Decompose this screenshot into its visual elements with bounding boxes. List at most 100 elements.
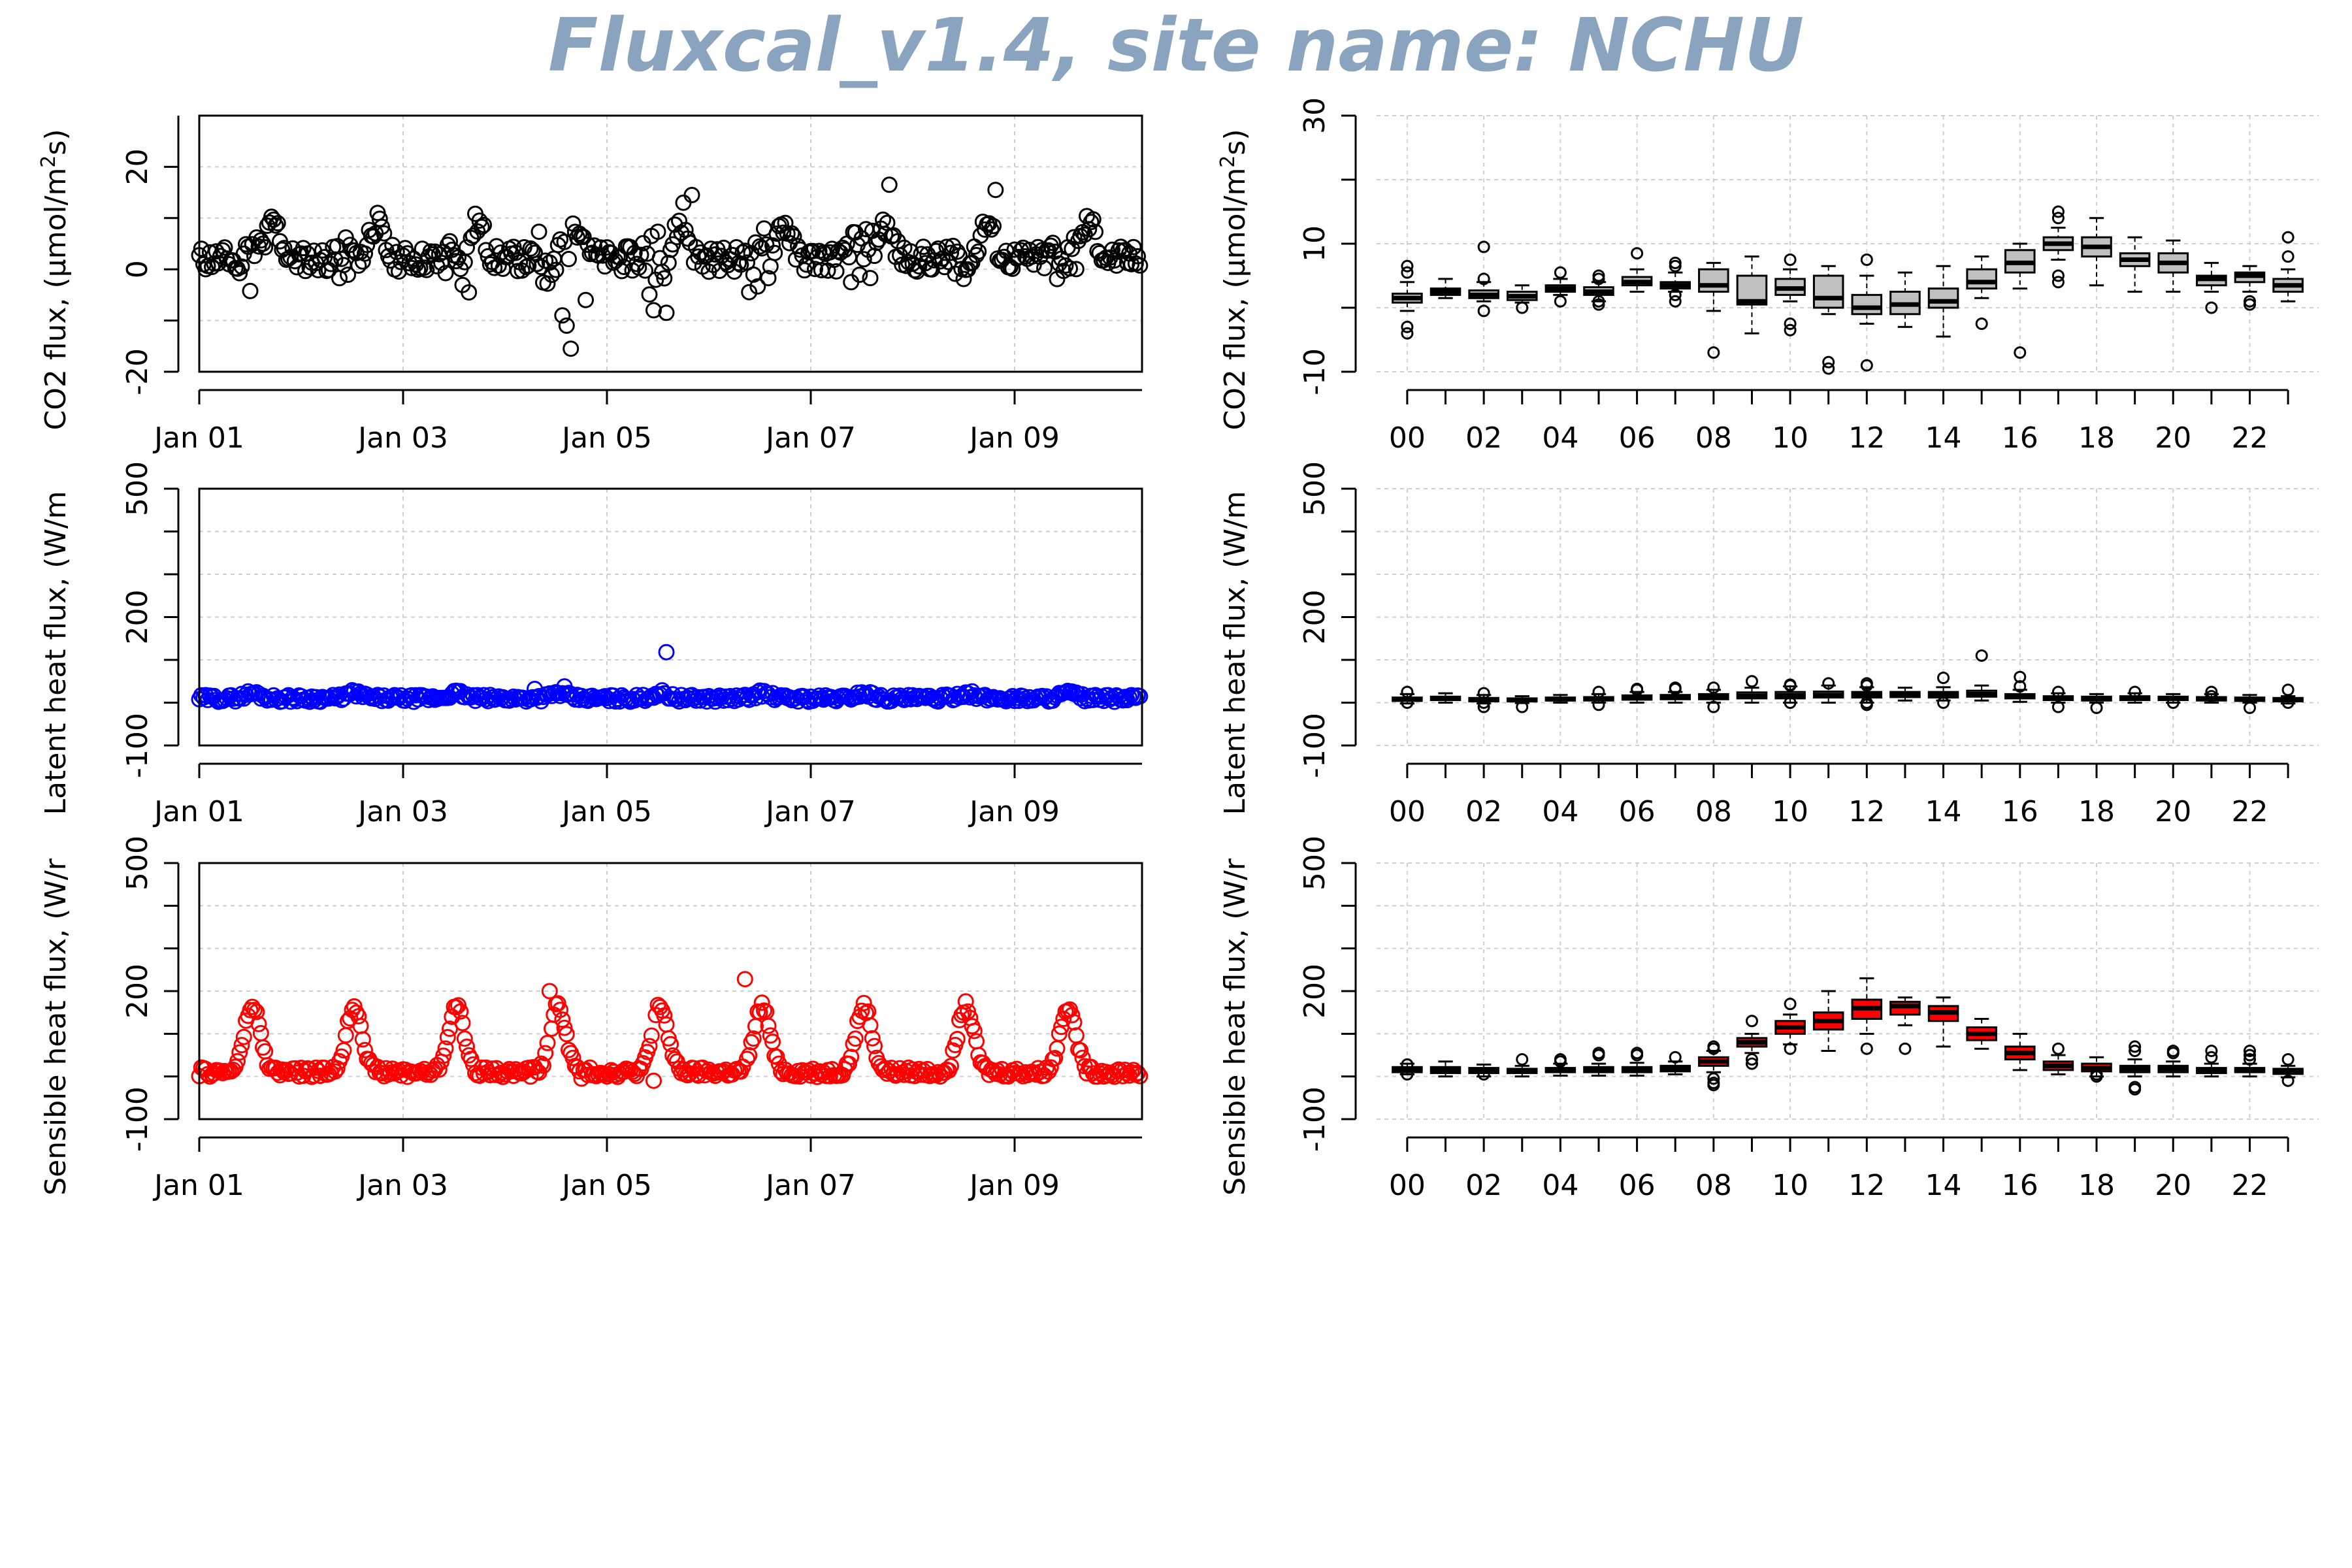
data-point <box>323 255 339 272</box>
x-tick-label: Jan 07 <box>764 1169 856 1202</box>
y-tick-label: 200 <box>121 964 154 1019</box>
data-point <box>422 243 439 260</box>
data-point <box>549 995 566 1012</box>
data-point <box>736 687 753 704</box>
x-tick-label: Jan 09 <box>968 421 1060 455</box>
outlier <box>1477 1068 1490 1081</box>
outlier <box>1745 1015 1758 1028</box>
outlier <box>2205 301 2218 314</box>
data-point <box>739 1051 755 1068</box>
x-tick-label: 04 <box>1542 795 1578 828</box>
data-point <box>1042 1059 1059 1076</box>
outlier <box>1592 269 1605 282</box>
data-point <box>461 284 478 301</box>
data-point <box>1130 248 1146 265</box>
outlier <box>2014 680 2027 693</box>
y-axis-label: Latent heat flux, (W/m <box>39 491 73 815</box>
data-point <box>437 1040 454 1057</box>
data-point <box>350 1008 367 1024</box>
outlier <box>2051 212 2065 225</box>
y-axis-label: Sensible heat flux, (W/r <box>39 858 73 1196</box>
data-point <box>1057 257 1074 274</box>
x-tick-label: 16 <box>2002 1169 2038 1202</box>
outlier <box>2014 670 2027 683</box>
data-point <box>473 218 490 235</box>
outlier <box>1745 1053 1758 1066</box>
y-axis-label: Latent heat flux, (W/m <box>1218 491 1252 815</box>
data-point <box>537 1045 554 1062</box>
data-point <box>539 275 556 292</box>
outlier <box>2243 1053 2256 1066</box>
x-tick-label: 08 <box>1695 795 1732 828</box>
outlier <box>1975 649 1988 662</box>
outlier <box>1707 1072 1720 1085</box>
y-tick-label: -100 <box>121 713 154 778</box>
data-point <box>662 1036 679 1053</box>
data-point <box>1068 261 1085 278</box>
outlier <box>2129 1081 2142 1094</box>
data-point <box>410 261 427 278</box>
data-point <box>843 274 860 291</box>
y-tick-label: 500 <box>121 836 154 890</box>
data-point <box>448 999 465 1016</box>
outlier <box>1516 301 1529 314</box>
outlier <box>1477 304 1490 318</box>
data-point <box>983 221 1000 238</box>
data-point <box>578 291 594 308</box>
outlier <box>1784 696 1797 709</box>
x-tick-label: 04 <box>1542 421 1578 455</box>
data-point <box>968 247 985 263</box>
data-point <box>881 176 898 193</box>
outlier <box>2243 701 2256 714</box>
outlier <box>1860 698 1873 711</box>
x-tick-label: 16 <box>2002 421 2038 455</box>
outlier <box>1401 327 1414 340</box>
x-tick-label: 20 <box>2155 421 2191 455</box>
data-point <box>862 270 879 287</box>
data-point <box>675 194 692 211</box>
outlier <box>1477 272 1490 286</box>
x-tick-label: Jan 09 <box>968 795 1060 828</box>
x-tick-label: 08 <box>1695 1169 1732 1202</box>
data-point <box>352 1017 369 1034</box>
x-tick-label: 06 <box>1619 421 1656 455</box>
outlier <box>2166 1047 2180 1060</box>
data-point <box>520 257 537 274</box>
data-point <box>1104 241 1120 258</box>
x-tick-label: 22 <box>2231 1169 2268 1202</box>
x-tick-label: Jan 01 <box>152 795 244 828</box>
plot-frame <box>198 487 1143 747</box>
x-tick-label: 06 <box>1619 795 1656 828</box>
data-point <box>758 236 775 253</box>
data-point <box>1132 1068 1149 1085</box>
data-point <box>554 1011 571 1028</box>
data-point <box>985 218 1002 235</box>
data-point <box>1085 211 1102 228</box>
data-point <box>898 1062 915 1079</box>
data-point <box>452 1003 469 1020</box>
data-point <box>828 263 845 280</box>
data-point <box>658 1016 675 1033</box>
data-point <box>233 1037 250 1054</box>
data-point <box>218 690 235 707</box>
data-point <box>855 994 872 1011</box>
outlier <box>1477 700 1490 713</box>
data-point <box>641 1037 658 1054</box>
outlier <box>1669 681 1682 694</box>
data-point <box>730 255 747 272</box>
y-axis-label-main: Sensible heat flux, (W/r <box>1218 858 1252 1196</box>
data-point <box>547 261 564 278</box>
outlier <box>2051 269 2065 282</box>
data-point <box>875 211 891 228</box>
outlier <box>1784 998 1797 1011</box>
y-axis-label: CO2 flux, (μmol/m2s) <box>1217 129 1252 431</box>
data-point <box>235 1028 252 1045</box>
data-point <box>1083 214 1100 231</box>
outlier <box>1860 679 1873 692</box>
data-point <box>359 686 376 703</box>
data-point <box>233 258 250 275</box>
data-point <box>267 217 284 234</box>
data-point <box>250 1015 267 1032</box>
data-point <box>340 267 356 283</box>
